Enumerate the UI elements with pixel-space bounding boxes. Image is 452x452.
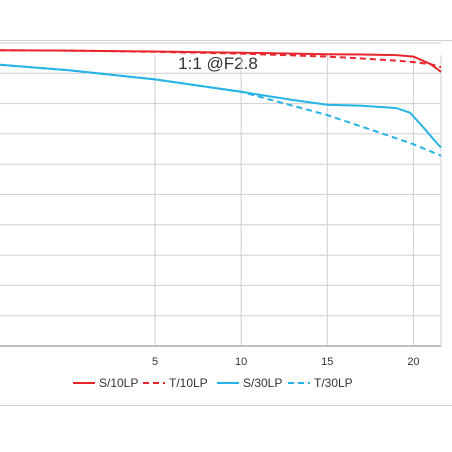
mtf-chart: 1:1 @F2.8 5 10 15 20 S/10LP T/10LP S/30LP T/30… — [0, 42, 442, 390]
series-line-t-30lp — [0, 63, 442, 157]
grid — [0, 42, 442, 346]
legend-label: T/30LP — [314, 376, 353, 390]
x-tick-label: 15 — [321, 356, 333, 368]
chart-title: 1:1 @F2.8 — [178, 54, 258, 73]
x-tick-label: 20 — [407, 356, 419, 368]
x-axis: 5 10 15 20 — [0, 345, 441, 368]
chart-frame: 1:1 @F2.8 5 10 15 20 S/10LP T/10LP S/30LP T/30… — [0, 40, 452, 406]
series-line-t-10lp — [0, 49, 442, 69]
legend-label: S/30LP — [243, 376, 282, 390]
x-tick-label: 10 — [235, 356, 247, 368]
series-line-s-30lp — [0, 63, 442, 149]
legend: S/10LP T/10LP S/30LP T/30LP — [73, 376, 353, 390]
series-lines — [0, 49, 442, 157]
x-tick-label: 5 — [152, 356, 158, 368]
legend-label: T/10LP — [169, 376, 208, 390]
legend-label: S/10LP — [99, 376, 138, 390]
